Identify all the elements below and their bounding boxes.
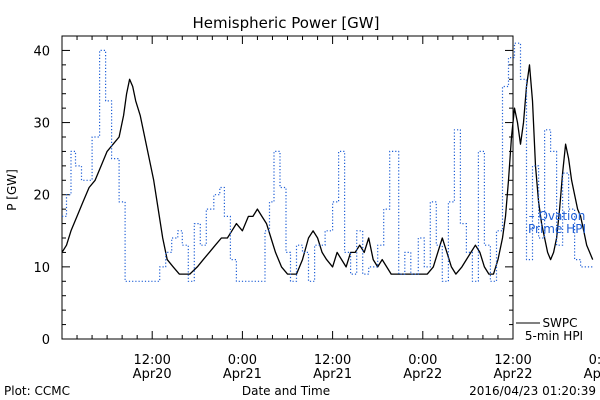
legend-swpc-label: 5-min HPI <box>525 329 583 343</box>
y-axis-label: P [GW] <box>5 169 19 211</box>
plot-timestamp: 2016/04/23 01:20:39 <box>469 384 596 398</box>
x-axis: 12:00Apr200:00Apr2112:00Apr210:00Apr2212… <box>61 36 600 382</box>
x-tick-label-time: 0:00 <box>589 353 600 368</box>
x-tick-label-date: Apr21 <box>223 367 262 382</box>
x-tick-label-date: Apr21 <box>313 367 352 382</box>
x-tick-label-date: Apr23 <box>584 367 600 382</box>
x-tick-label-time: 0:00 <box>408 353 437 368</box>
y-tick-label: 30 <box>33 117 50 132</box>
ovation-hpi-line <box>62 42 593 282</box>
y-tick-label: 10 <box>33 261 50 276</box>
legend-ovation-label: Prime HPI <box>528 222 586 236</box>
plot-credit: Plot: CCMC <box>4 384 70 398</box>
legend-swpc-label: SWPC <box>542 316 577 330</box>
chart-title: Hemispheric Power [GW] <box>193 14 380 32</box>
x-tick-label-time: 0:00 <box>228 353 257 368</box>
y-axis: 0 10 20 30 40 <box>33 44 513 348</box>
y-tick-label: 20 <box>33 189 50 204</box>
x-tick-label-time: 12:00 <box>133 353 170 368</box>
x-tick-label-time: 12:00 <box>494 353 531 368</box>
x-axis-label: Date and Time <box>242 384 330 398</box>
series-layer <box>61 42 594 282</box>
y-tick-label: 0 <box>42 333 50 348</box>
y-tick-label: 40 <box>33 44 50 59</box>
x-tick-label-date: Apr22 <box>403 367 442 382</box>
swpc-hpi-line <box>61 64 594 275</box>
x-tick-label-date: Apr20 <box>133 367 172 382</box>
x-tick-label-time: 12:00 <box>314 353 351 368</box>
legend-ovation-label: – Ovation <box>529 209 586 223</box>
x-tick-label-date: Apr22 <box>493 367 532 382</box>
